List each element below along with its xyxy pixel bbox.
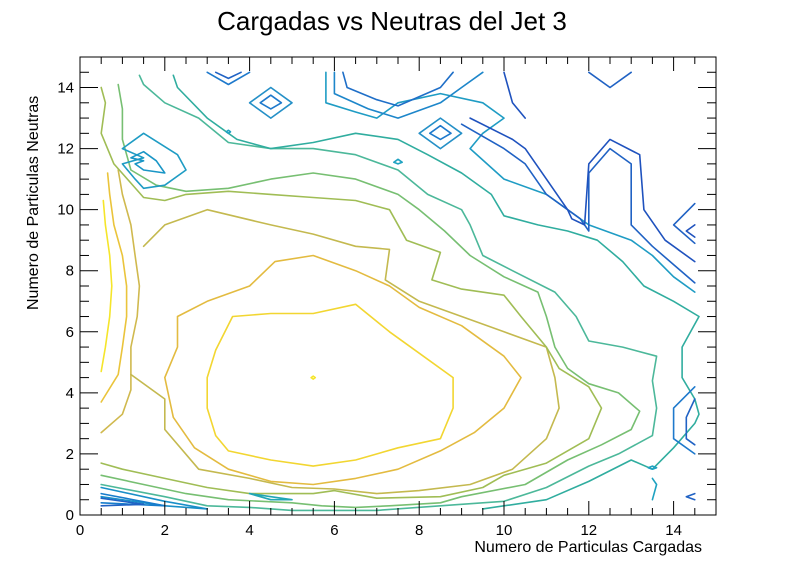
contour-lines — [100, 71, 700, 512]
contour-line — [685, 492, 696, 501]
contour-line — [100, 86, 603, 500]
contour-line — [225, 129, 232, 135]
contour-line — [214, 71, 242, 80]
x-axis-label: Numero de Particulas Cargadas — [474, 539, 702, 556]
x-tick-label: 6 — [330, 522, 338, 539]
y-axis-label: Numero de Particulas Neutras — [25, 96, 42, 310]
contour-line — [130, 150, 166, 174]
contour-line — [121, 132, 187, 190]
x-tick-label: 0 — [76, 522, 84, 539]
x-tick-label: 8 — [415, 522, 423, 539]
contour-line — [651, 477, 658, 501]
contour-line — [685, 224, 696, 238]
x-tick-label: 10 — [496, 522, 513, 539]
contour-line — [164, 254, 522, 486]
contour-line — [392, 158, 404, 165]
contour-line — [206, 71, 251, 86]
contour-line — [100, 169, 141, 434]
contour-line — [206, 303, 454, 467]
y-tick-label: 2 — [66, 446, 74, 463]
contour-line — [248, 492, 293, 501]
y-tick-label: 14 — [57, 80, 74, 97]
y-tick-label: 6 — [66, 324, 74, 341]
x-axis: 0 2 4 6 8 10 12 14 — [76, 57, 717, 539]
contour-line — [100, 83, 641, 509]
contour-line — [333, 71, 484, 119]
contour-line — [259, 94, 283, 110]
contour-line — [672, 385, 696, 455]
contour-line — [418, 117, 463, 150]
contour-line — [100, 74, 658, 512]
contour-line — [342, 71, 454, 107]
contour-line — [100, 172, 128, 403]
contour-line — [310, 375, 317, 380]
chart-title: Cargadas vs Neutras del Jet 3 — [217, 6, 567, 36]
contour-line — [248, 86, 293, 119]
contour-line — [647, 465, 658, 471]
contour-line — [130, 208, 560, 495]
y-tick-label: 12 — [57, 141, 74, 158]
contour-line — [672, 202, 696, 245]
contour-line — [503, 71, 527, 119]
x-tick-label: 2 — [161, 522, 169, 539]
x-tick-label: 12 — [580, 522, 597, 539]
y-tick-label: 0 — [66, 507, 74, 524]
y-axis: 0 2 4 6 8 10 12 14 — [57, 56, 716, 524]
x-tick-label: 14 — [665, 522, 682, 539]
contour-line — [172, 74, 700, 510]
contour-line — [325, 71, 696, 293]
contour-line — [587, 71, 633, 89]
contour-line — [100, 199, 113, 373]
y-tick-label: 10 — [57, 202, 74, 219]
contour-line — [428, 124, 452, 141]
contour-line — [469, 117, 696, 263]
contour-line — [100, 497, 145, 507]
y-tick-label: 8 — [66, 263, 74, 280]
contour-line — [685, 398, 696, 446]
plot-frame — [79, 56, 717, 516]
x-tick-label: 4 — [245, 522, 253, 539]
y-tick-label: 4 — [66, 385, 74, 402]
